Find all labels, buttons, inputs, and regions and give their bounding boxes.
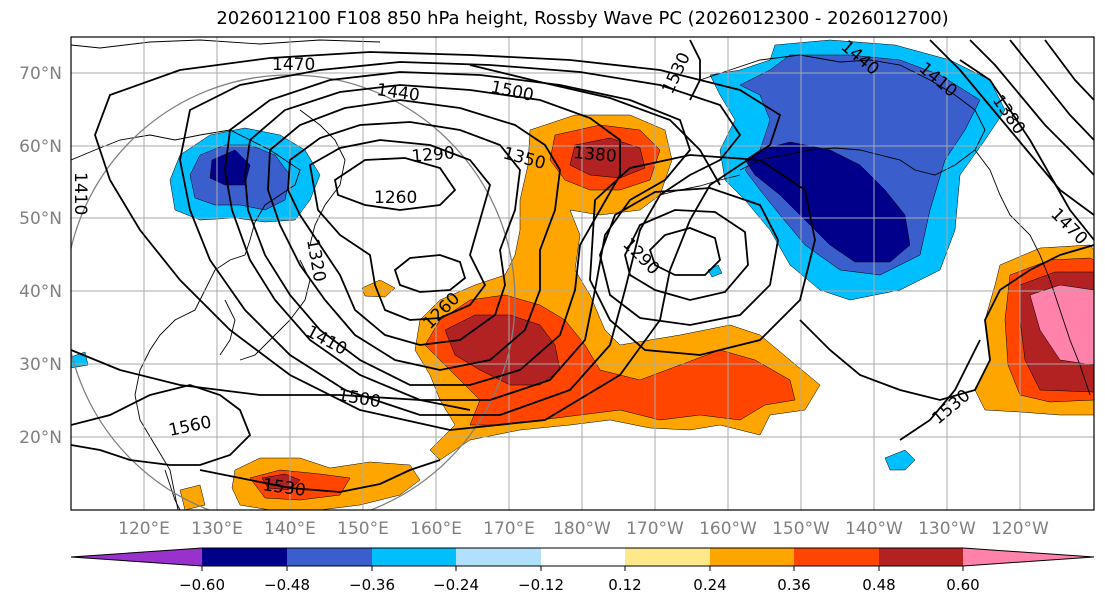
- contour-low-1440: [179, 61, 742, 416]
- colorbar-tick-label: −0.60: [179, 576, 225, 594]
- colorbar-tick-label: 0.36: [777, 576, 810, 594]
- contour-ne-low-1290: [648, 227, 721, 276]
- colorbar-segment: [541, 548, 625, 566]
- colorbar-segment: [794, 548, 879, 566]
- neg-region-small-spot: [707, 264, 723, 278]
- colorbar-tick-label: 0.60: [946, 576, 979, 594]
- lon-label: 180°W: [553, 519, 611, 539]
- lon-label: 160°E: [410, 519, 462, 539]
- contour-low-1350: [267, 99, 561, 371]
- colorbar-segment: [879, 548, 963, 566]
- contour-na-1350: [1044, 39, 1094, 101]
- map-title: 2026012100 F108 850 hPa height, Rossby W…: [216, 8, 949, 29]
- colorbar-tick-label: −0.48: [264, 576, 310, 594]
- contour-na-1380: [1009, 39, 1094, 141]
- contour-na-1440: [929, 39, 1094, 216]
- lon-label: 160°W: [699, 519, 757, 539]
- colorbar-segment: [71, 548, 202, 566]
- colorbar-segment: [625, 548, 710, 566]
- lat-label: 60°N: [19, 137, 62, 157]
- coast-aleutians: [659, 174, 741, 196]
- longitude-labels: 120°E 130°E 140°E 150°E 160°E 170°E 180°…: [118, 519, 1049, 539]
- colorbar-tick-label: 0.48: [862, 576, 895, 594]
- contour-low-1410: [224, 71, 692, 401]
- latitude-labels: 70°N 60°N 50°N 40°N 30°N 20°N: [19, 64, 62, 448]
- colorbar-segment: [456, 548, 541, 566]
- lon-label: 120°E: [118, 519, 170, 539]
- contour-label: 1470: [272, 55, 315, 75]
- map-frame: [70, 36, 1095, 511]
- lat-label: 20°N: [19, 428, 62, 448]
- pos-region-small-east-japan: [361, 279, 396, 298]
- lon-label: 170°W: [626, 519, 684, 539]
- lat-label: 30°N: [19, 355, 62, 375]
- colorbar-segment: [963, 548, 1094, 566]
- lon-label: 140°W: [845, 519, 903, 539]
- contour-1530-east: [899, 339, 981, 441]
- coast-north-arctic: [71, 39, 381, 49]
- neg-region-hawaii-spot: [884, 449, 916, 471]
- height-contours: [71, 39, 1094, 493]
- lon-label: 120°W: [991, 519, 1049, 539]
- coast-korea: [219, 299, 236, 356]
- colorbar-tick-label: 0.12: [608, 576, 641, 594]
- contour-label: 1380: [573, 143, 618, 167]
- contour-low-1290: [309, 139, 491, 321]
- lat-label: 70°N: [19, 64, 62, 84]
- contour-1530-north: [689, 39, 701, 101]
- contour-label: 1290: [411, 143, 456, 167]
- contour-ne-low-1350: [599, 187, 779, 326]
- lon-label: 150°E: [337, 519, 389, 539]
- contour-low-1260b: [393, 254, 467, 293]
- pos-region-sw-corner: [179, 484, 206, 510]
- contour-ne-low-1410: [589, 154, 816, 356]
- contour-1560: [71, 384, 252, 466]
- colorbar: −0.60 −0.48 −0.36 −0.24 −0.12 0.12 0.24 …: [70, 547, 1095, 594]
- contour-low-1320: [287, 121, 521, 346]
- colorbar-tick-label: −0.36: [349, 576, 395, 594]
- contour-ne-low-1320: [624, 209, 749, 301]
- coast-kamchatka: [299, 109, 346, 246]
- colorbar-tick-label: −0.12: [518, 576, 564, 594]
- colorbar-ticks: [201, 566, 964, 571]
- contour-low-1260: [333, 157, 457, 211]
- neg-region-alaska-strong: [744, 141, 911, 263]
- contour-na-1410: [969, 39, 1094, 176]
- contour-na-1530: [799, 244, 1094, 401]
- colorbar-segment: [372, 548, 456, 566]
- colorbar-tick-label: 0.24: [693, 576, 726, 594]
- map-content: 1470 1440 1500 1530 1290 1350 1380 1260 …: [70, 37, 1094, 510]
- colorbar-segment: [710, 548, 794, 566]
- lat-label: 40°N: [19, 282, 62, 302]
- pos-region-uswest-max: [1029, 284, 1094, 366]
- colorbar-tick-label: −0.24: [433, 576, 479, 594]
- contour-label: 1410: [70, 172, 90, 215]
- lon-label: 130°W: [918, 519, 976, 539]
- gridlines: [71, 37, 1094, 510]
- negative-anomaly-shading: [71, 39, 1006, 471]
- lon-label: 130°E: [191, 519, 243, 539]
- lat-label: 50°N: [19, 209, 62, 229]
- contour-1530-south: [199, 459, 441, 493]
- coast-north-america: [974, 149, 1091, 396]
- lon-label: 170°E: [483, 519, 535, 539]
- lon-label: 140°E: [264, 519, 316, 539]
- pos-region-central-pacific-strong: [444, 137, 646, 386]
- contour-na-1470: [959, 59, 1094, 241]
- contour-label: 1260: [374, 188, 417, 208]
- positive-anomaly-shading: [179, 114, 1094, 510]
- colorbar-segment: [202, 548, 287, 566]
- lon-label: 150°W: [772, 519, 830, 539]
- contour-low-1470: [94, 51, 782, 431]
- contour-low-1380: [244, 84, 621, 386]
- colorbar-segment: [287, 548, 372, 566]
